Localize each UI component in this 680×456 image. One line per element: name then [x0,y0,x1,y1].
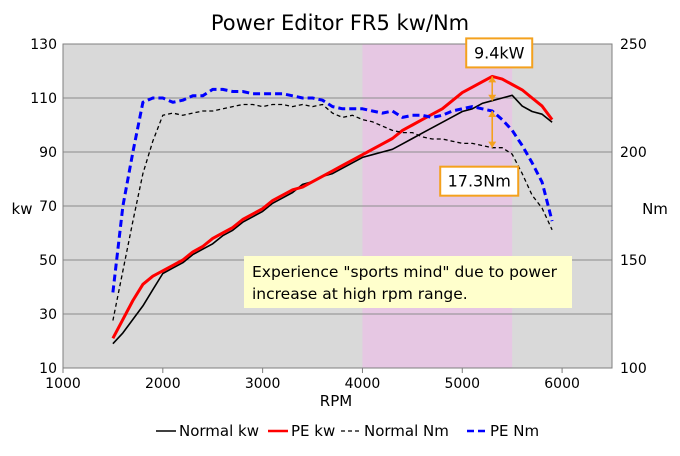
y-left-tick-label-2: 50 [39,253,57,269]
x-tick-label-2: 3000 [245,376,281,392]
y-left-tick-label-3: 70 [39,199,57,215]
y-left-tick-label-6: 130 [30,37,57,53]
x-axis-label: RPM [320,392,352,410]
x-tick-label-4: 5000 [444,376,480,392]
note-line-0: Experience "sports mind" due to power [252,263,558,281]
x-tick-label-1: 2000 [145,376,181,392]
annotation-arrowhead-bottom-1 [488,141,497,148]
plot-area [63,43,612,369]
y-left-tick-label-4: 90 [39,145,57,161]
x-tick-label-3: 4000 [345,376,381,392]
axes: 1000 2000 3000 4000 5000 6000 10 30 50 70 90 110 130… [30,37,646,392]
y-right-tick-label-0: 100 [620,361,647,377]
note-line-1: increase at high rpm range. [252,285,468,303]
series-line-pe-nm [111,87,554,293]
chart-title: Power Editor FR5 kw/Nm [211,11,469,35]
y-axis-left-label: kw [12,200,33,218]
y-right-tick-label-3: 250 [620,37,647,53]
annotations: 9.4kW 17.3Nm Experience "sports mind" due … [244,37,572,308]
y-left-tick-label-0: 10 [39,361,57,377]
y-left-tick-label-1: 30 [39,307,57,323]
legend-label-3: PE Nm [490,422,539,440]
series-line-normal-nm [112,103,553,321]
y-right-tick-label-2: 200 [620,145,647,161]
legend-label-0: Normal kw [179,422,259,440]
legend-label-2: Normal Nm [364,422,449,440]
note-box [244,256,572,308]
annotation-arrowhead-top-1 [488,110,497,117]
annotation-box-1 [439,165,520,197]
legend-label-1: PE kw [291,422,335,440]
plot-border [62,43,613,369]
annotation-box-0 [465,37,534,69]
annotation-label-0: 9.4kW [474,43,525,62]
x-tick-label-0: 1000 [45,376,81,392]
series-line-normal-kw [112,94,553,345]
annotation-arrowhead-bottom-0 [488,94,497,101]
annotation-arrowhead-top-0 [488,76,497,83]
legend: Normal kw PE kw Normal Nm PE Nm [156,422,539,440]
series-line-pe-kw [111,74,554,340]
x-tick-label-5: 6000 [544,376,580,392]
y-left-tick-label-5: 110 [30,91,57,107]
annotation-label-1: 17.3Nm [448,172,511,191]
y-axis-right-label: Nm [642,200,668,218]
y-right-tick-label-1: 150 [620,253,647,269]
series-lines [111,74,554,345]
